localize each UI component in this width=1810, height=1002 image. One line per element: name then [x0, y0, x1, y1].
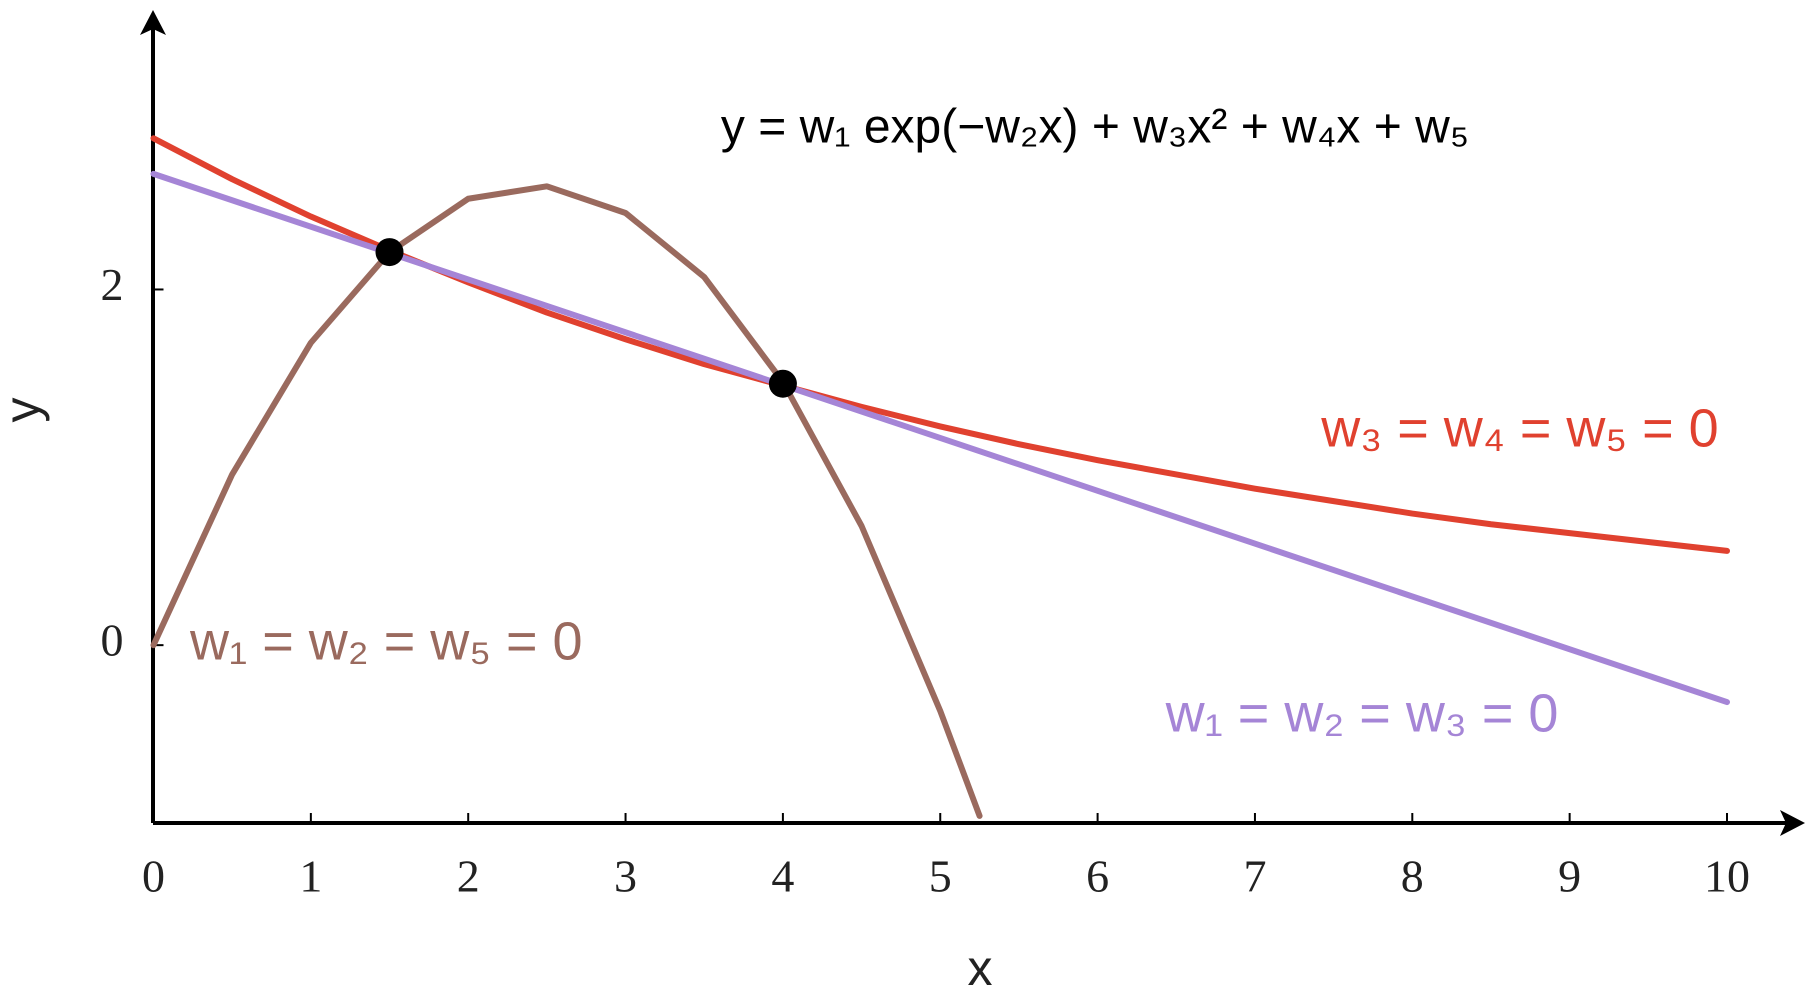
x-tick-label: 2: [457, 851, 480, 902]
series-label: w₃ = w₄ = w₅ = 0: [1320, 398, 1718, 458]
x-tick-label: 4: [771, 851, 794, 902]
y-tick-label: 2: [101, 259, 124, 310]
x-axis-arrow: [1780, 810, 1805, 836]
x-tick-label: 5: [929, 851, 952, 902]
series-label: w₁ = w₂ = w₅ = 0: [189, 611, 583, 671]
x-tick-label: 8: [1401, 851, 1424, 902]
chart-title: y = w₁ exp(−w₂x) + w₃x² + w₄x + w₅: [721, 101, 1469, 154]
x-axis-label: x: [968, 940, 993, 996]
line-series: [150, 135, 1730, 554]
y-tick-label: 0: [101, 615, 124, 666]
x-tick-label: 9: [1558, 851, 1581, 902]
x-tick-label: 0: [142, 851, 165, 902]
y-axis-label: y: [0, 398, 50, 423]
intersection-point: [375, 238, 404, 267]
x-tick-label: 6: [1086, 851, 1109, 902]
x-tick-label: 1: [299, 851, 322, 902]
x-tick-label: 7: [1243, 851, 1266, 902]
x-tick-label: 3: [614, 851, 637, 902]
line-series: [150, 183, 983, 819]
line-series: [150, 170, 1730, 706]
y-axis-arrow: [140, 10, 166, 35]
intersection-point: [768, 369, 797, 398]
series-label: w₁ = w₂ = w₃ = 0: [1165, 683, 1559, 743]
x-tick-label: 10: [1704, 851, 1750, 902]
